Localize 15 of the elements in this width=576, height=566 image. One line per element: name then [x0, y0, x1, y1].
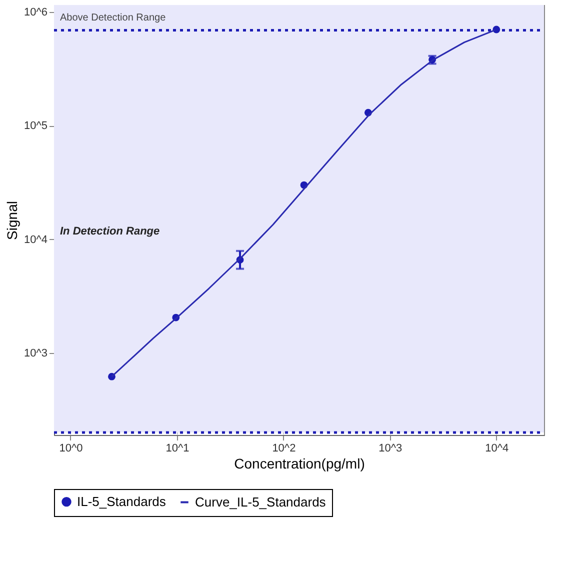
band-label: In Detection Range	[60, 225, 160, 238]
y-tick-label: 10^5	[24, 120, 48, 132]
y-tick-label: 10^6	[24, 6, 48, 18]
legend-label: IL-5_Standards	[77, 494, 166, 509]
x-tick-label: 10^0	[59, 442, 83, 454]
y-tick-label: 10^4	[24, 234, 48, 246]
legend-label: Curve_IL-5_Standards	[195, 494, 326, 510]
x-tick-label: 10^3	[378, 442, 402, 454]
band-label: Above Detection Range	[60, 12, 166, 24]
x-tick-label: 10^1	[166, 442, 190, 454]
x-tick-label: 10^4	[485, 442, 509, 454]
x-tick-label: 10^2	[272, 442, 296, 454]
y-tick-label: 10^3	[24, 347, 48, 360]
x-axis-title: Concentration(pg/ml)	[234, 456, 365, 472]
y-axis-title: Signal	[4, 201, 20, 240]
